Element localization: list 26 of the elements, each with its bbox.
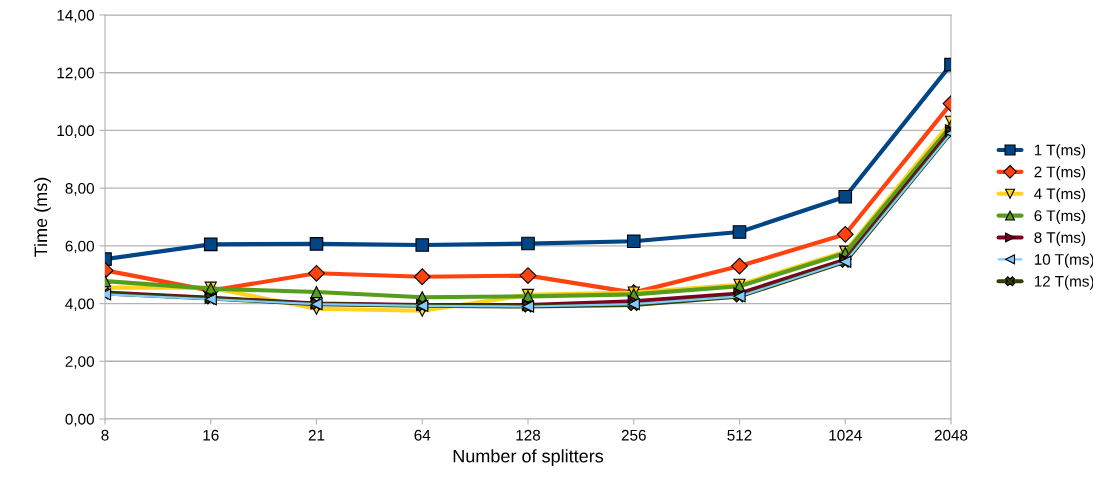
x-tick-label: 128 bbox=[516, 429, 541, 441]
y-tick-label: 6,00 bbox=[65, 240, 94, 254]
y-tick-label: 12,00 bbox=[57, 67, 94, 81]
x-tick-label: 64 bbox=[414, 429, 431, 441]
y-tick-label: 10,00 bbox=[57, 125, 94, 138]
legend-label: 8 T(ms) bbox=[1034, 231, 1086, 246]
y-tick-label: 4,00 bbox=[65, 298, 94, 312]
y-tick-label: 8,00 bbox=[65, 183, 94, 196]
legend-label: 10 T(ms) bbox=[1034, 253, 1093, 268]
y-tick-label: 2,00 bbox=[65, 356, 94, 369]
x-tick-label: 2048 bbox=[934, 429, 968, 441]
y-tick-label: 0,00 bbox=[65, 413, 94, 427]
legend-label: 12 T(ms) bbox=[1034, 275, 1093, 290]
y-axis-title: Time (ms) bbox=[33, 177, 51, 257]
x-tick-label: 16 bbox=[203, 429, 219, 441]
y-tick-label: 14,00 bbox=[57, 9, 94, 23]
x-tick-label: 512 bbox=[727, 429, 752, 441]
legend-label: 6 T(ms) bbox=[1034, 209, 1086, 225]
x-axis-title: Number of splitters bbox=[453, 449, 604, 467]
x-tick-label: 8 bbox=[101, 429, 109, 441]
legend-label: 1 T(ms) bbox=[1034, 144, 1086, 159]
x-tick-label: 21 bbox=[308, 429, 325, 441]
legend-label: 2 T(ms) bbox=[1034, 166, 1086, 181]
x-tick-label: 1024 bbox=[829, 429, 862, 441]
x-tick-label: 256 bbox=[621, 429, 646, 441]
legend-label: 4 T(ms) bbox=[1034, 188, 1086, 203]
